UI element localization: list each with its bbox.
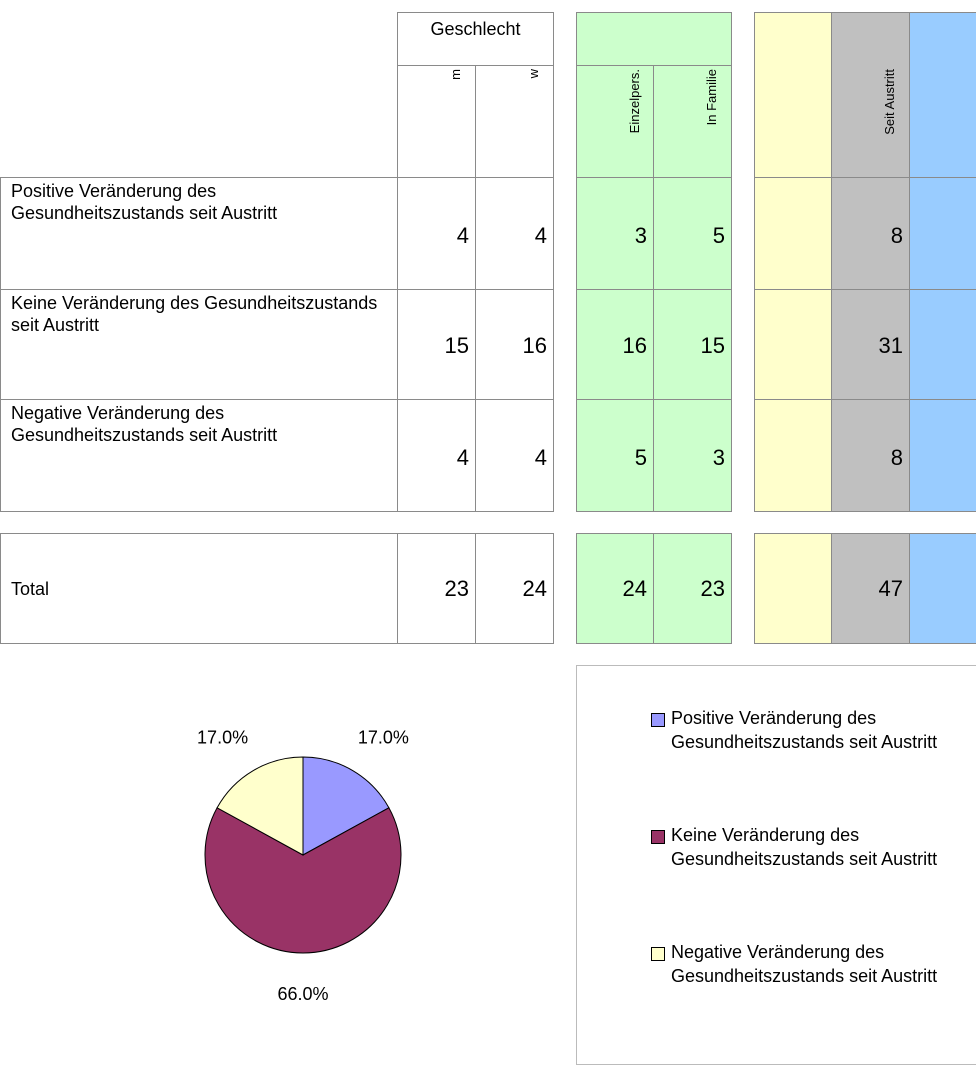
- row-label: Keine Veränderung des Gesundheitszustand…: [11, 293, 378, 335]
- legend-swatch: [651, 713, 665, 727]
- group-header-text: Geschlecht: [430, 19, 521, 39]
- header-cell: [576, 12, 732, 66]
- cell-value: 4: [456, 223, 469, 248]
- value-cell: 24: [576, 533, 654, 644]
- value-cell: 15: [397, 289, 476, 400]
- pie-value-label: 17.0%: [358, 727, 409, 747]
- value-cell: 15: [653, 289, 732, 400]
- value-cell: 5: [653, 177, 732, 290]
- cell-value: 15: [444, 333, 469, 358]
- pie-slice: [204, 807, 402, 954]
- cell-value: 3: [712, 445, 725, 470]
- value-cell: 4: [397, 177, 476, 290]
- cell-value: 5: [712, 223, 725, 248]
- column-header: w: [475, 65, 554, 178]
- cell-value: 24: [522, 576, 547, 601]
- pie-slice: [216, 756, 304, 856]
- row-label-cell: Positive Veränderung des Gesundheitszust…: [0, 177, 398, 290]
- value-cell: 16: [576, 289, 654, 400]
- pie-value-label: 17.0%: [197, 727, 248, 747]
- value-cell: 24: [475, 533, 554, 644]
- column-header-text: In Familie: [704, 69, 719, 126]
- value-cell: [754, 289, 832, 400]
- value-cell: 31: [831, 289, 910, 400]
- row-label-cell: Negative Veränderung des Gesundheitszust…: [0, 399, 398, 512]
- row-label: Positive Veränderung des Gesundheitszust…: [11, 181, 278, 223]
- value-cell: [754, 399, 832, 512]
- legend-swatch: [651, 830, 665, 844]
- value-cell: 23: [397, 533, 476, 644]
- cell-value: 15: [700, 333, 725, 358]
- row-label: Total: [11, 579, 50, 599]
- cell-value: 16: [522, 333, 547, 358]
- legend-label: Keine Veränderung des Gesundheitszustand…: [671, 825, 938, 869]
- value-cell: 3: [653, 399, 732, 512]
- value-cell: 5: [576, 399, 654, 512]
- cell-value: 3: [634, 223, 647, 248]
- value-cell: [754, 177, 832, 290]
- legend-label: Positive Veränderung des Gesundheitszust…: [671, 708, 938, 752]
- cell-value: 23: [444, 576, 469, 601]
- header-cell: [754, 12, 832, 178]
- cell-value: 47: [878, 576, 903, 601]
- pie-chart: 17.0% 66.0% 17.0%: [197, 727, 409, 1004]
- row-label: Negative Veränderung des Gesundheitszust…: [11, 403, 278, 445]
- value-cell: 4: [475, 399, 554, 512]
- group-header: Geschlecht: [397, 12, 554, 66]
- column-header-text: w: [526, 69, 541, 79]
- cell-value: 16: [622, 333, 647, 358]
- value-cell: 4: [397, 399, 476, 512]
- column-header: Einzelpers.: [576, 65, 654, 178]
- legend-label: Negative Veränderung des Gesundheitszust…: [671, 942, 938, 986]
- cell-value: 4: [456, 445, 469, 470]
- header-cell: [909, 12, 976, 178]
- value-cell: 16: [475, 289, 554, 400]
- cell-value: 4: [534, 445, 547, 470]
- column-header-text: Seit Austritt: [882, 69, 897, 135]
- column-header: m: [397, 65, 476, 178]
- column-header: Seit Austritt: [831, 12, 910, 178]
- cell-value: 4: [534, 223, 547, 248]
- value-cell: [754, 533, 832, 644]
- value-cell: 23: [653, 533, 732, 644]
- legend-swatch: [651, 947, 665, 961]
- cell-value: 5: [634, 445, 647, 470]
- value-cell: 3: [576, 177, 654, 290]
- value-cell: [909, 533, 976, 644]
- cell-value: 8: [890, 223, 903, 248]
- value-cell: 8: [831, 399, 910, 512]
- row-label-cell: Keine Veränderung des Gesundheitszustand…: [0, 289, 398, 400]
- row-label-cell: Total: [0, 533, 398, 644]
- legend: Positive Veränderung des Gesundheitszust…: [576, 665, 976, 1065]
- value-cell: 8: [831, 177, 910, 290]
- column-header-text: Einzelpers.: [627, 69, 642, 134]
- value-cell: [909, 177, 976, 290]
- cell-value: 24: [622, 576, 647, 601]
- pie-slice: [302, 756, 390, 856]
- value-cell: [909, 289, 976, 400]
- value-cell: 4: [475, 177, 554, 290]
- value-cell: [909, 399, 976, 512]
- column-header: In Familie: [653, 65, 732, 178]
- pie-value-label: 66.0%: [277, 984, 328, 1004]
- cell-value: 8: [890, 445, 903, 470]
- cell-value: 31: [878, 333, 903, 358]
- cell-value: 23: [700, 576, 725, 601]
- value-cell: 47: [831, 533, 910, 644]
- column-header-text: m: [448, 69, 463, 80]
